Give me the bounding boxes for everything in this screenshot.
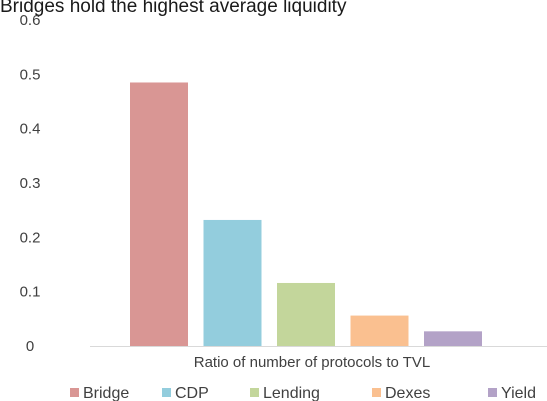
y-tick-label: 0.2 [20, 229, 41, 246]
legend-label-cdp: CDP [175, 385, 209, 401]
y-tick-label: 0.1 [20, 284, 41, 301]
y-tick-label: 0 [26, 338, 34, 355]
bars [130, 82, 482, 346]
bar-yield [424, 331, 482, 346]
legend-label-dexes: Dexes [385, 385, 430, 401]
legend-swatch-bridge [70, 388, 79, 397]
legend-label-yield: Yield [501, 385, 536, 401]
bar-lending [277, 282, 335, 346]
legend-swatch-yield [488, 388, 497, 397]
y-tick-label: 0.5 [20, 66, 41, 83]
y-tick-label: 0.6 [20, 12, 41, 29]
legend-label-bridge: Bridge [83, 385, 129, 401]
legend-swatch-cdp [162, 388, 171, 397]
bar-dexes [350, 315, 409, 346]
bar-bridge [130, 82, 188, 346]
y-tick-label: 0.3 [20, 175, 41, 192]
y-axis-ticks: 0 0.1 0.2 0.3 0.4 0.5 0.6 [20, 12, 41, 355]
legend: Bridge CDP Lending Dexes Yield [70, 385, 536, 401]
chart-title: Bridges hold the highest average liquidi… [0, 0, 347, 17]
y-tick-label: 0.4 [20, 121, 41, 138]
bar-cdp [203, 219, 262, 346]
legend-label-lending: Lending [263, 385, 320, 401]
x-axis-label: Ratio of number of protocols to TVL [194, 354, 431, 371]
legend-swatch-lending [250, 388, 259, 397]
legend-swatch-dexes [372, 388, 381, 397]
